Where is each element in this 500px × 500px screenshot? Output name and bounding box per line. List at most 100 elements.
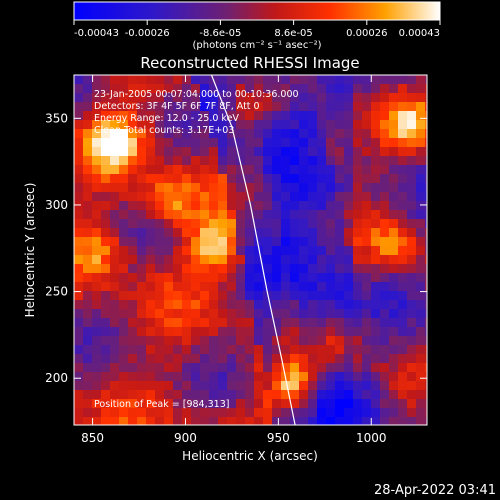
heatmap-cell (353, 129, 363, 139)
heatmap-cell (398, 273, 408, 283)
heatmap-cell (272, 102, 282, 112)
heatmap-cell (272, 156, 282, 166)
heatmap-cell (407, 372, 417, 382)
heatmap-cell (173, 390, 183, 400)
heatmap-cell (299, 417, 309, 425)
heatmap-cell (218, 120, 228, 130)
heatmap-cell (344, 210, 354, 220)
heatmap-cell (398, 282, 408, 292)
heatmap-cell (164, 408, 174, 418)
heatmap-cell (83, 363, 93, 373)
heatmap-cell (299, 147, 309, 157)
heatmap-cell (281, 165, 291, 175)
heatmap-cell (236, 264, 246, 274)
heatmap-cell (308, 219, 318, 229)
heatmap-cell (119, 93, 129, 103)
heatmap-cell (182, 336, 192, 346)
heatmap-cell (317, 345, 327, 355)
heatmap-cell (227, 273, 237, 283)
heatmap-cell (389, 129, 399, 139)
heatmap-cell (155, 246, 165, 256)
heatmap-cell (209, 219, 219, 229)
heatmap-cell (308, 183, 318, 193)
heatmap-cell (128, 399, 138, 409)
heatmap-cell (83, 219, 93, 229)
heatmap-cell (137, 354, 147, 364)
heatmap-cell (407, 183, 417, 193)
heatmap-cell (209, 165, 219, 175)
heatmap-cell (263, 129, 273, 139)
heatmap-cell (371, 246, 381, 256)
heatmap-cell (155, 336, 165, 346)
heatmap-cell (371, 210, 381, 220)
heatmap-cell (425, 147, 427, 157)
heatmap-cell (335, 345, 345, 355)
heatmap-cell (236, 75, 246, 85)
heatmap-cell (101, 210, 111, 220)
heatmap-cell (92, 372, 102, 382)
heatmap-cell (74, 75, 84, 85)
heatmap-cell (380, 381, 390, 391)
heatmap-cell (200, 264, 210, 274)
heatmap-cell (173, 84, 183, 94)
heatmap-cell (371, 273, 381, 283)
heatmap-cell (308, 237, 318, 247)
heatmap-cell (254, 372, 264, 382)
heatmap-cell (92, 93, 102, 103)
heatmap-cell (128, 84, 138, 94)
heatmap-cell (362, 282, 372, 292)
heatmap-cell (299, 264, 309, 274)
heatmap-cell (272, 300, 282, 310)
heatmap-cell (182, 417, 192, 425)
heatmap-cell (416, 417, 426, 425)
heatmap-cell (74, 120, 84, 130)
heatmap-cell (407, 390, 417, 400)
heatmap-cell (218, 138, 228, 148)
heatmap-cell (74, 336, 84, 346)
heatmap-cell (191, 111, 201, 121)
heatmap-cell (92, 156, 102, 166)
heatmap-cell (326, 354, 336, 364)
heatmap-cell (74, 138, 84, 148)
heatmap-cell (83, 399, 93, 409)
heatmap-cell (272, 381, 282, 391)
heatmap-cell (362, 111, 372, 121)
heatmap-cell (146, 84, 156, 94)
heatmap-cell (164, 246, 174, 256)
heatmap-cell (236, 210, 246, 220)
heatmap-cell (263, 363, 273, 373)
heatmap-cell (335, 192, 345, 202)
heatmap-cell (326, 408, 336, 418)
heatmap-cell (326, 309, 336, 319)
heatmap-cell (281, 318, 291, 328)
heatmap-cell (92, 201, 102, 211)
heatmap-cell (74, 273, 84, 283)
heatmap-cell (290, 192, 300, 202)
heatmap-cell (281, 84, 291, 94)
heatmap-cell (137, 264, 147, 274)
heatmap-cell (146, 291, 156, 301)
heatmap-cell (137, 111, 147, 121)
heatmap-cell (83, 282, 93, 292)
heatmap-cell (398, 399, 408, 409)
heatmap-cell (407, 93, 417, 103)
heatmap-cell (92, 300, 102, 310)
heatmap-cell (272, 399, 282, 409)
heatmap-cell (92, 363, 102, 373)
heatmap-cell (362, 345, 372, 355)
heatmap-cell (236, 246, 246, 256)
chart-title: Reconstructed RHESSI Image (140, 54, 359, 72)
heatmap-cell (353, 183, 363, 193)
heatmap-cell (272, 183, 282, 193)
heatmap-cell (272, 318, 282, 328)
heatmap-cell (101, 417, 111, 425)
heatmap-cell (191, 192, 201, 202)
heatmap-cell (263, 156, 273, 166)
heatmap-cell (380, 255, 390, 265)
heatmap-cell (227, 183, 237, 193)
heatmap-cell (281, 192, 291, 202)
heatmap-cell (308, 120, 318, 130)
heatmap-cell (200, 336, 210, 346)
heatmap-cell (371, 354, 381, 364)
heatmap-cell (317, 75, 327, 85)
